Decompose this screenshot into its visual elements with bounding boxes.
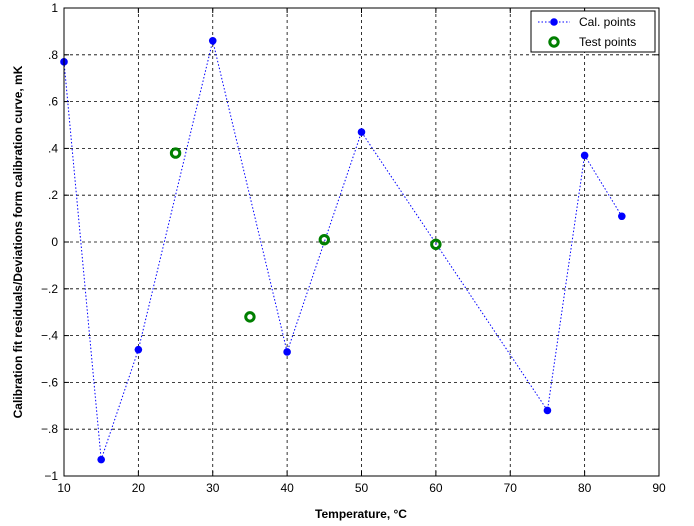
y-tick-label: 0 [51, 235, 58, 249]
series-lines [63, 40, 623, 460]
x-tick-label: 20 [132, 481, 146, 495]
legend-marker-cal [550, 18, 558, 26]
markers [60, 36, 626, 464]
y-tick-label: .2 [48, 188, 58, 202]
y-tick-label: .6 [48, 95, 58, 109]
y-tick-label: −.6 [41, 375, 58, 389]
x-tick-label: 80 [578, 481, 592, 495]
legend-label-cal: Cal. points [579, 15, 636, 29]
cal-point [134, 345, 143, 354]
test-point [430, 238, 442, 251]
test-point [244, 311, 256, 323]
x-tick-label: 30 [206, 481, 220, 495]
cal-point [208, 36, 217, 45]
test-point [169, 147, 182, 159]
grid [64, 8, 659, 476]
test-point [318, 233, 331, 246]
cal-point [618, 212, 626, 221]
y-tick-label: −1 [44, 469, 58, 483]
cal-point [283, 348, 291, 356]
y-tick-label: 1 [51, 1, 58, 15]
cal-point [97, 455, 105, 464]
y-axis-label: Calibration fit residuals/Deviations for… [11, 65, 25, 418]
x-tick-labels: 10 20 30 40 50 60 70 80 90 [57, 481, 666, 495]
y-tick-label: .8 [48, 48, 58, 62]
y-tick-label: −.2 [41, 282, 58, 296]
x-tick-label: 40 [280, 481, 294, 495]
legend: Cal. points Test points [530, 10, 656, 53]
y-tick-labels: −1 −.8 −.6 −.4 −.2 0 .2 .4 .6 .8 1 [41, 1, 58, 483]
legend-label-test: Test points [579, 35, 636, 49]
y-tick-label: −.4 [41, 329, 58, 343]
x-tick-label: 90 [652, 481, 666, 495]
x-tick-label: 70 [504, 481, 518, 495]
plot-frame [63, 7, 660, 477]
x-axis-label: Temperature, °C [315, 507, 407, 521]
y-tick-label: −.8 [41, 422, 58, 436]
cal-point [357, 128, 366, 136]
legend-marker-test [548, 36, 560, 48]
y-tick-label: .4 [48, 141, 58, 155]
x-tick-label: 60 [429, 481, 443, 495]
cal-point [580, 151, 589, 160]
cal-point [543, 406, 552, 415]
x-tick-label: 50 [355, 481, 369, 495]
x-tick-label: 10 [57, 481, 71, 495]
cal-points-line [584, 155, 623, 217]
